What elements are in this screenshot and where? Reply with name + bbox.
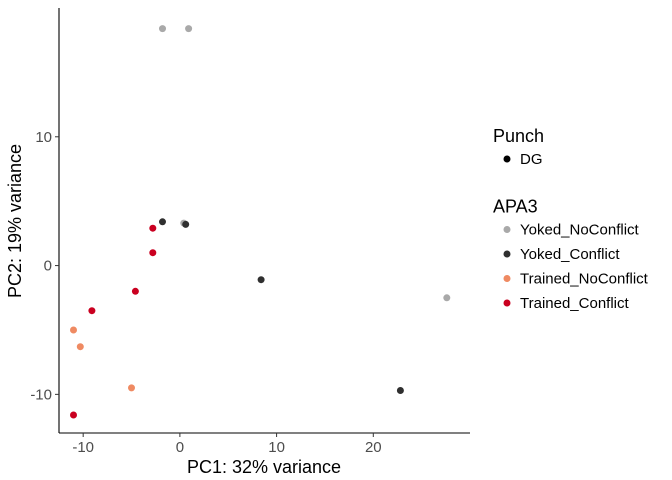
legend-key — [503, 299, 511, 307]
data-point — [88, 307, 96, 315]
data-point — [149, 249, 157, 257]
x-tick-label: 20 — [365, 439, 382, 456]
legend-label: Yoked_NoConflict — [520, 222, 640, 239]
data-point — [185, 25, 193, 33]
y-axis-ticks: -10 0 10 — [30, 129, 59, 403]
x-tick-label: -10 — [72, 439, 94, 456]
data-point — [70, 411, 77, 419]
y-tick-label: 0 — [44, 258, 52, 275]
data-point — [131, 287, 139, 295]
points-layer — [70, 25, 451, 419]
legend-key — [503, 155, 511, 163]
y-axis-title: PC2: 19% variance — [5, 144, 25, 298]
data-point — [257, 276, 265, 284]
x-axis-ticks: -10 0 10 20 — [72, 433, 382, 456]
legend-label: Yoked_Conflict — [520, 246, 620, 263]
data-point — [70, 326, 77, 334]
data-point — [128, 384, 135, 392]
legend-key — [503, 275, 511, 282]
data-point — [396, 387, 404, 394]
y-tick-label: -10 — [30, 386, 52, 403]
legend-label: Trained_NoConflict — [520, 271, 649, 288]
legend-label: Trained_Conflict — [520, 295, 629, 312]
x-tick-label: 0 — [176, 439, 184, 456]
legend-label: DG — [520, 151, 543, 168]
legend-title: APA3 — [493, 197, 538, 217]
x-tick-label: 10 — [268, 439, 285, 456]
y-tick-label: 10 — [35, 129, 52, 146]
x-axis-title: PC1: 32% variance — [187, 457, 341, 477]
data-point — [76, 343, 84, 351]
legend-title: Punch — [493, 126, 544, 146]
data-point — [149, 224, 157, 232]
data-point — [159, 218, 166, 226]
data-point — [182, 220, 190, 228]
data-point — [159, 25, 166, 33]
data-point — [443, 294, 451, 302]
legend-key — [503, 250, 511, 258]
legend: Punch DG APA3 Yoked_NoConflict Yoked_Conflic… — [493, 126, 649, 312]
legend-key — [503, 226, 511, 233]
